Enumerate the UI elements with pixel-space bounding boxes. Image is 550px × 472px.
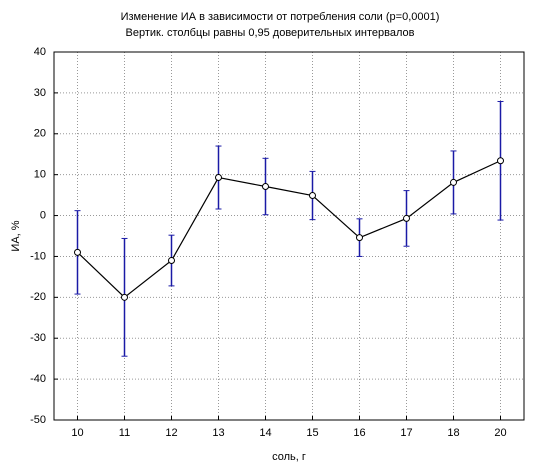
x-axis-label: соль, г <box>272 451 306 463</box>
x-tick-label: 13 <box>212 427 224 439</box>
x-tick-label: 11 <box>119 427 130 439</box>
point <box>309 192 316 200</box>
y-tick-label: 40 <box>34 46 46 58</box>
x-tick-label: 18 <box>447 427 459 439</box>
y-tick-label: 0 <box>40 209 46 221</box>
x-tick-label: 12 <box>165 427 177 439</box>
point <box>403 214 410 222</box>
x-tick-label: 10 <box>71 427 83 439</box>
y-tick-label: -20 <box>30 291 46 303</box>
y-tick-label: -10 <box>30 250 46 262</box>
line <box>77 160 501 299</box>
y-tick-label: -50 <box>30 414 46 426</box>
point <box>121 293 128 301</box>
point <box>215 174 222 182</box>
point <box>262 183 269 191</box>
point <box>356 234 363 242</box>
x-tick-label: 15 <box>306 427 318 439</box>
y-tick-label: -30 <box>30 332 46 344</box>
x-tick-label: 20 <box>494 427 506 439</box>
x-tick-label: 17 <box>400 427 412 439</box>
chart-title: Изменение ИА в зависимости от потреблени… <box>121 11 440 23</box>
chart-subtitle: Вертик. столбцы равны 0,95 доверительных… <box>126 27 415 39</box>
y-tick-label: -40 <box>30 373 46 385</box>
point <box>74 248 81 256</box>
plot-frame <box>53 51 525 421</box>
y-axis-label: ИА, % <box>10 220 22 251</box>
point <box>497 157 504 165</box>
y-tick-label: 10 <box>34 169 46 181</box>
x-tick-label: 16 <box>353 427 365 439</box>
y-tick-label: 30 <box>34 87 46 99</box>
y-tick-label: 20 <box>34 128 46 140</box>
point <box>450 178 457 186</box>
x-tick-label: 14 <box>259 427 271 439</box>
point <box>168 257 175 265</box>
